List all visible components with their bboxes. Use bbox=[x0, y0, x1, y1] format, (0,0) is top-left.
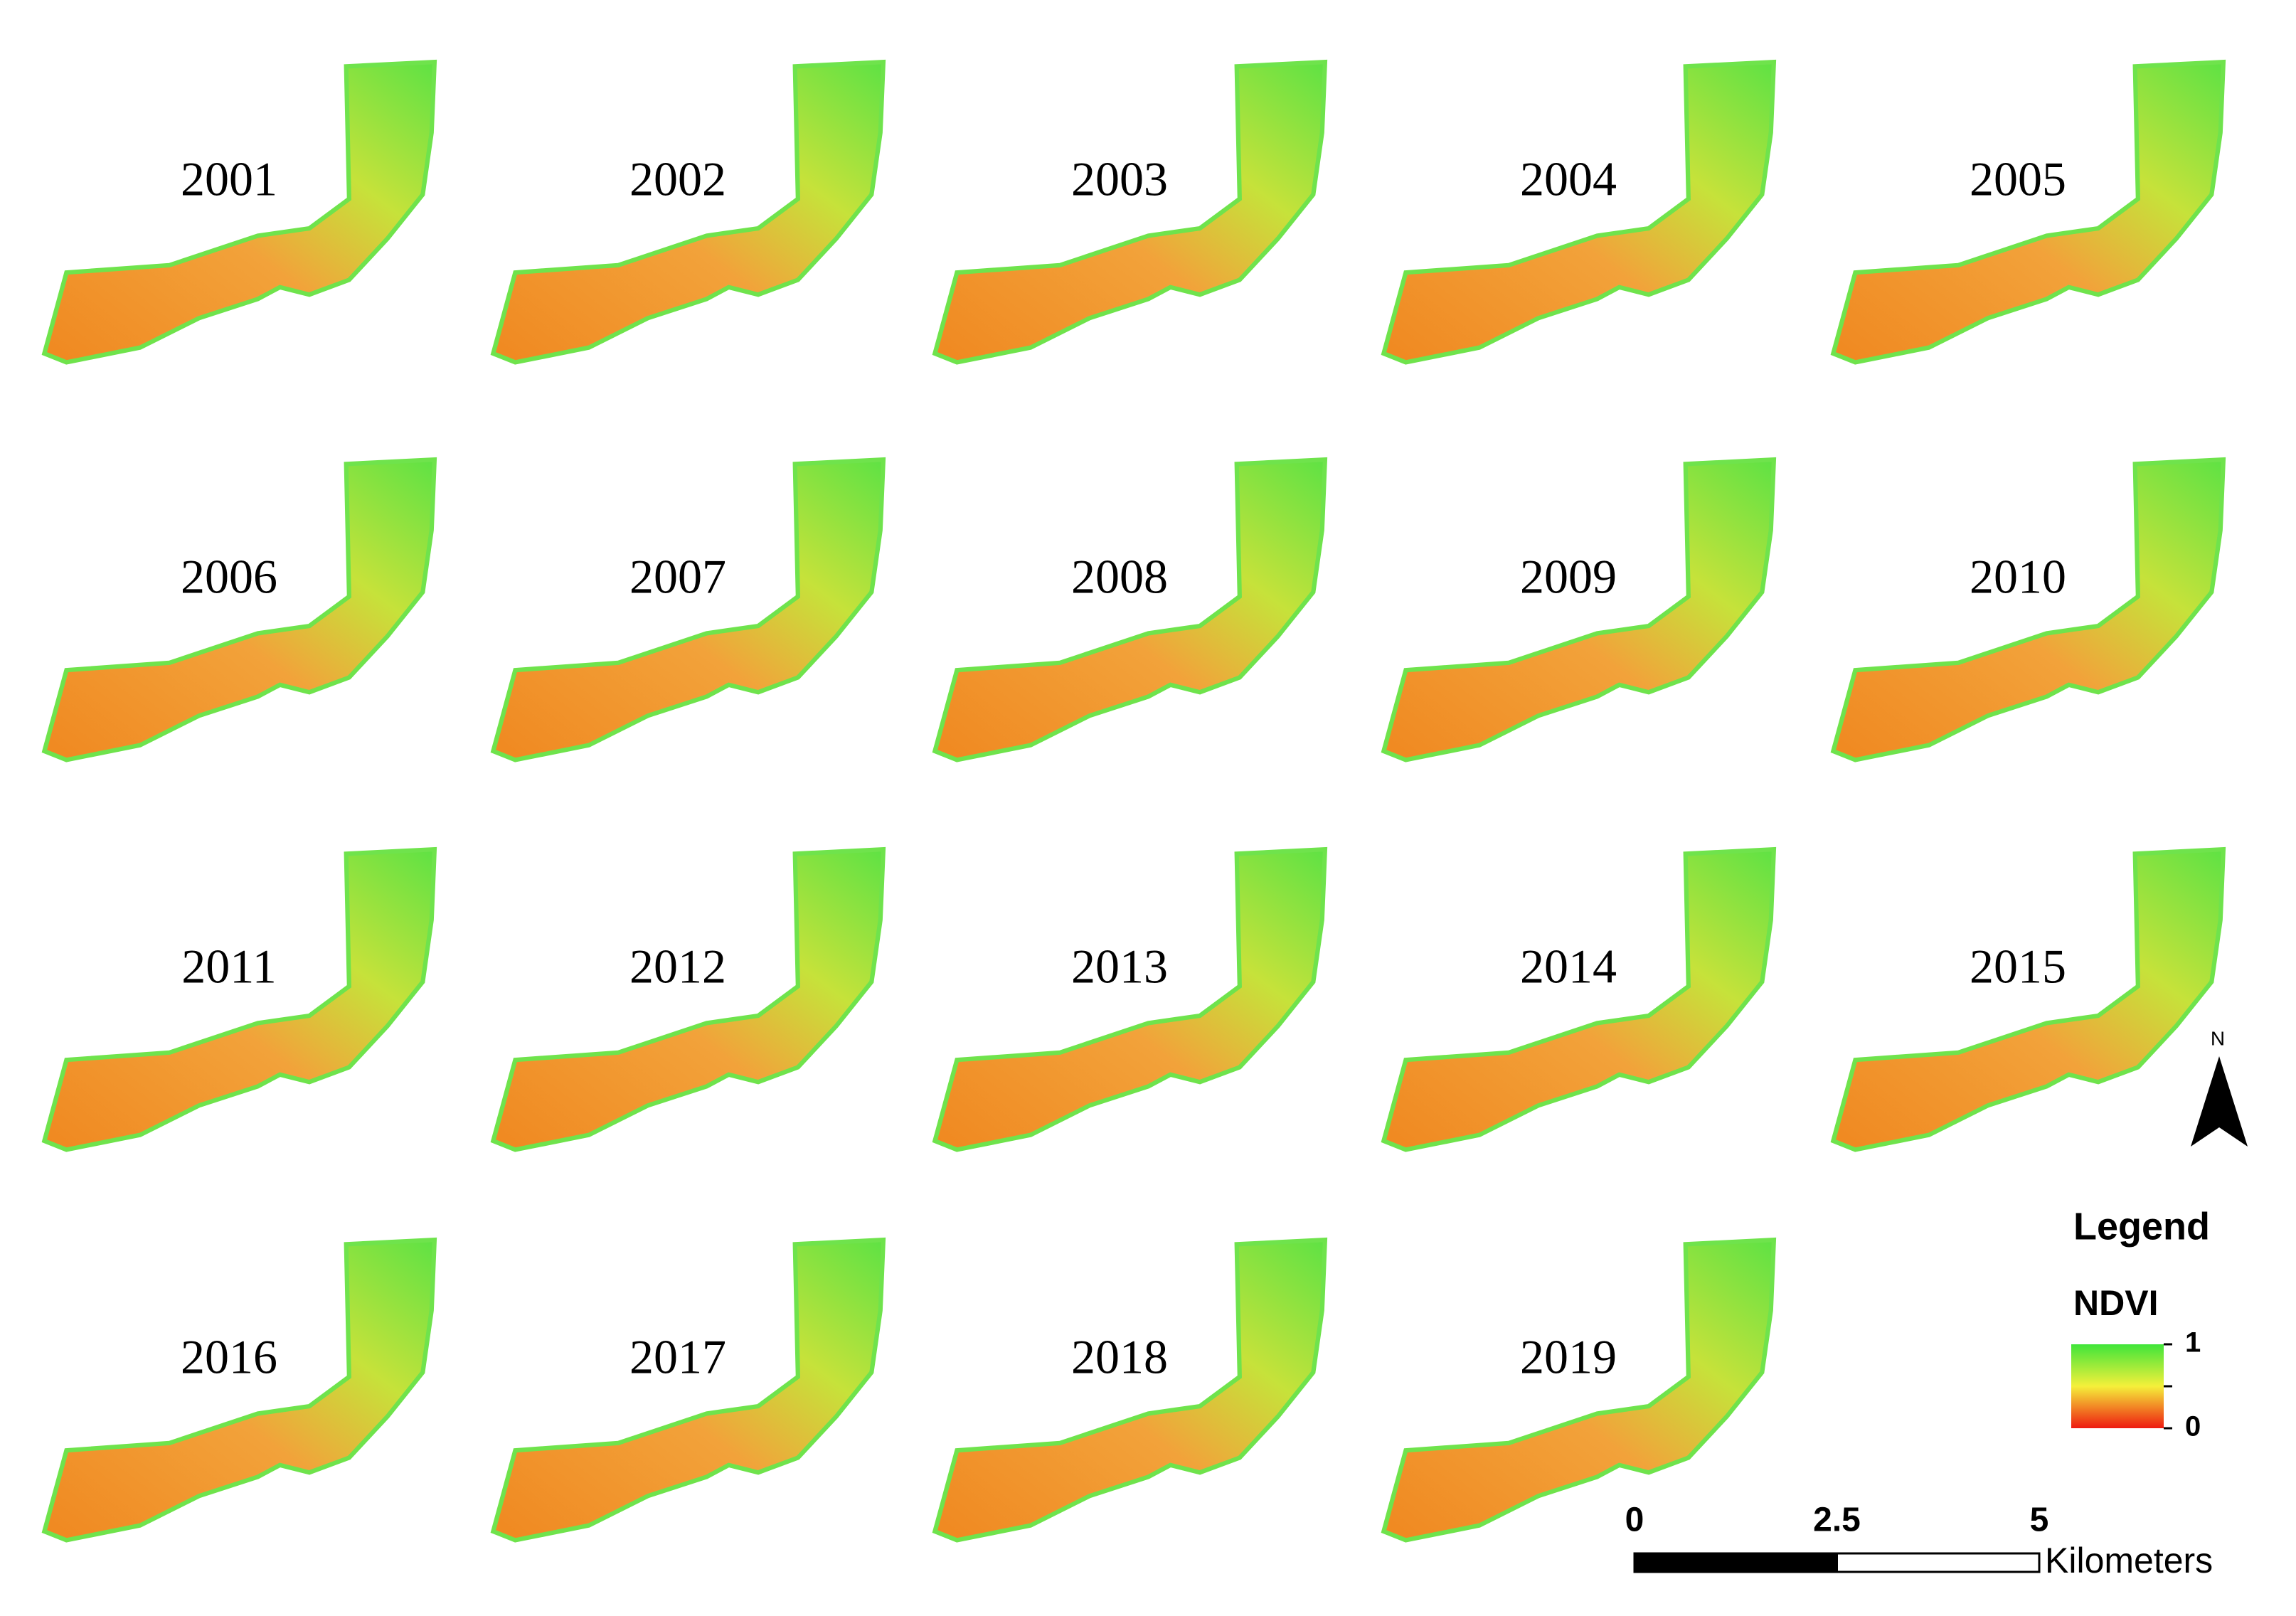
year-label: 2004 bbox=[1520, 152, 1617, 206]
year-label: 2007 bbox=[629, 550, 726, 604]
study-area bbox=[41, 1237, 437, 1543]
year-label: 2009 bbox=[1520, 550, 1617, 604]
north-label: N bbox=[2211, 1027, 2225, 1049]
year-label: 2008 bbox=[1071, 550, 1168, 604]
year-label: 2013 bbox=[1071, 940, 1168, 994]
study-area bbox=[1830, 59, 2226, 365]
map-panel bbox=[1381, 846, 1777, 1152]
study-area bbox=[932, 1237, 1328, 1543]
legend-tick-label: 1 bbox=[2185, 1327, 2201, 1359]
study-area bbox=[1381, 1237, 1777, 1543]
map-panel bbox=[41, 1237, 437, 1543]
study-area bbox=[490, 1237, 886, 1543]
legend-title: Legend bbox=[2073, 1205, 2210, 1248]
scale-tick-label: 2.5 bbox=[1813, 1501, 1861, 1539]
study-area bbox=[932, 59, 1328, 365]
study-area bbox=[41, 457, 437, 762]
year-label: 2016 bbox=[181, 1330, 277, 1384]
scale-tick-label: 0 bbox=[1625, 1501, 1644, 1539]
study-area bbox=[1830, 457, 2226, 762]
map-panel bbox=[490, 1237, 886, 1543]
map-panel bbox=[1830, 457, 2226, 762]
year-label: 2018 bbox=[1071, 1330, 1168, 1384]
year-label: 2017 bbox=[629, 1330, 726, 1384]
year-label: 2003 bbox=[1071, 152, 1168, 206]
scale-segment bbox=[1633, 1552, 1838, 1573]
map-panel bbox=[932, 1237, 1328, 1543]
map-panel bbox=[490, 59, 886, 365]
legend-ramp bbox=[2071, 1344, 2164, 1428]
year-label: 2001 bbox=[181, 152, 277, 206]
year-label: 2005 bbox=[1970, 152, 2066, 206]
legend-variable: NDVI bbox=[2073, 1283, 2158, 1323]
study-area bbox=[490, 846, 886, 1152]
legend-tick-label: 0 bbox=[2185, 1411, 2201, 1442]
study-area bbox=[1830, 846, 2226, 1152]
scale-unit: Kilometers bbox=[2045, 1541, 2213, 1580]
year-label: 2012 bbox=[629, 940, 726, 994]
scale-tick-label: 5 bbox=[2030, 1501, 2049, 1539]
map-panel bbox=[932, 59, 1328, 365]
legend-ticks: 10 bbox=[2164, 1327, 2201, 1442]
year-label: 2014 bbox=[1520, 940, 1617, 994]
study-area bbox=[41, 59, 437, 365]
map-panel bbox=[490, 846, 886, 1152]
map-panel bbox=[41, 59, 437, 365]
scale-segment bbox=[1836, 1552, 2041, 1573]
study-area bbox=[1381, 846, 1777, 1152]
year-label: 2019 bbox=[1520, 1330, 1617, 1384]
map-panel bbox=[1830, 846, 2226, 1152]
north-arrow bbox=[2191, 1056, 2248, 1147]
study-area bbox=[1381, 59, 1777, 365]
map-panel bbox=[932, 846, 1328, 1152]
study-area bbox=[41, 846, 437, 1152]
year-label: 2015 bbox=[1970, 940, 2066, 994]
map-panel bbox=[490, 457, 886, 762]
study-area bbox=[490, 457, 886, 762]
map-panel bbox=[1381, 59, 1777, 365]
study-area bbox=[1381, 457, 1777, 762]
year-label: 2011 bbox=[181, 940, 276, 994]
year-label: 2010 bbox=[1970, 550, 2066, 604]
map-panel bbox=[41, 846, 437, 1152]
map-panel bbox=[932, 457, 1328, 762]
map-panels: 2001 2002 2003 2004 2005 2006 2007 2008 2009 2010… bbox=[41, 59, 2226, 1543]
year-label: 2002 bbox=[629, 152, 726, 206]
map-panel bbox=[1830, 59, 2226, 365]
study-area bbox=[932, 457, 1328, 762]
study-area bbox=[932, 846, 1328, 1152]
study-area bbox=[490, 59, 886, 365]
map-panel bbox=[1381, 457, 1777, 762]
map-panel bbox=[41, 457, 437, 762]
map-panel bbox=[1381, 1237, 1777, 1543]
year-label: 2006 bbox=[181, 550, 277, 604]
